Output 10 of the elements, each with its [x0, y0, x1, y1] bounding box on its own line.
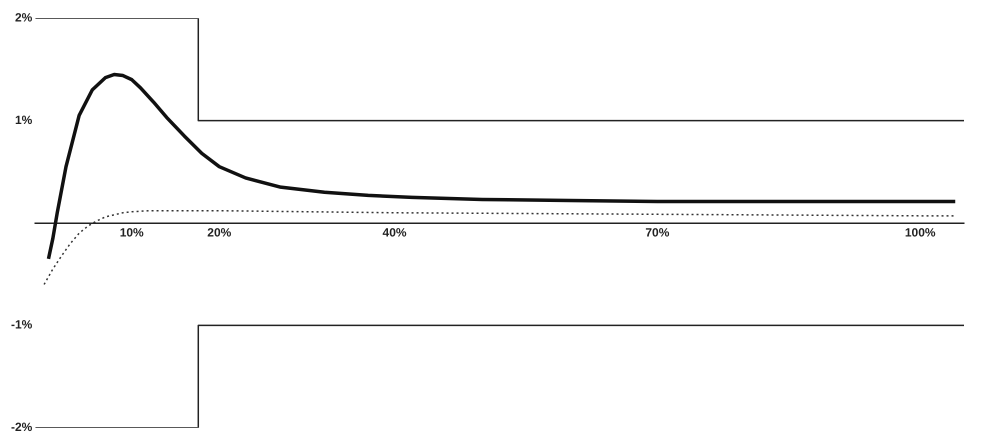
line-series: [43, 210, 956, 286]
y-tick-label: -2%: [10, 420, 33, 434]
y-tick-label: 1%: [14, 112, 33, 127]
x-tick-label: 20%: [207, 226, 232, 240]
x-tick-label: 10%: [120, 226, 144, 240]
x-tick-label: 70%: [645, 226, 670, 240]
y-tick-label: 2%: [14, 10, 33, 25]
x-tick-label: 40%: [382, 226, 407, 240]
y-tick-label: -1%: [10, 318, 33, 332]
x-tick-label: 100%: [904, 226, 936, 240]
